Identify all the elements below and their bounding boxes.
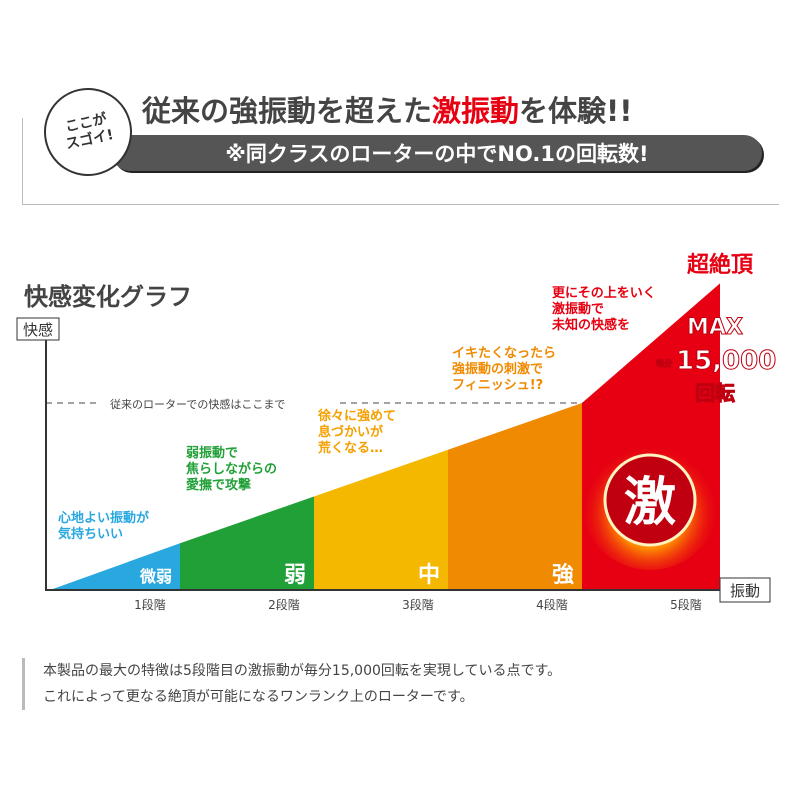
annotation-stage-4: フィニッシュ!? bbox=[452, 378, 543, 393]
x-tick-label: 4段階 bbox=[536, 597, 568, 612]
x-axis-label-box bbox=[719, 577, 771, 603]
annotation-stage-3: 徐々に強めて bbox=[317, 408, 396, 424]
geki-circle bbox=[603, 453, 697, 547]
x-axis-label: 振動 bbox=[730, 582, 760, 600]
chart: 微弱 弱 中 強 従来のローターでの快感はここまで 快感 振動 1段階 2段階 3段階 4段… bbox=[16, 252, 777, 612]
annotation-stage-5: 更にその上をいく bbox=[552, 286, 656, 301]
annotation-stage-4: 強振動の刺激で bbox=[452, 361, 543, 377]
max-unit-prefix: 毎分 bbox=[656, 358, 672, 368]
annotation-stage-5: 激振動で bbox=[552, 301, 604, 317]
segment-label-4: 強 bbox=[552, 562, 574, 588]
y-axis-label: 快感 bbox=[23, 321, 53, 339]
max-label: MAX bbox=[687, 315, 743, 340]
x-tick-label: 3段階 bbox=[402, 597, 434, 612]
headline: 従来の強振動を超えた激振動を体験!! bbox=[142, 88, 632, 130]
annotation-stage-4: イキたくなったら bbox=[452, 346, 556, 361]
segment-label-1: 微弱 bbox=[139, 567, 172, 586]
annotation-stage-2: 愛撫で攻撃 bbox=[186, 477, 251, 493]
threshold-label: 従来のローターでの快感はここまで bbox=[110, 398, 285, 411]
x-tick-label: 2段階 bbox=[268, 597, 300, 612]
annotation-stage-2: 焦らしながらの bbox=[185, 461, 277, 477]
x-tick-label: 1段階 bbox=[134, 597, 166, 612]
description-line: これによって更なる絶頂が可能になるワンランク上のローターです。 bbox=[43, 689, 474, 705]
description-line: 本製品の最大の特徴は5段階目の激振動が毎分15,000回転を実現している点です。 bbox=[43, 663, 562, 679]
annotation-stage-5: 未知の快感を bbox=[551, 317, 630, 333]
x-tick-label: 5段階 bbox=[670, 597, 702, 612]
y-axis-label-box bbox=[16, 317, 60, 341]
segment-label-2: 弱 bbox=[284, 563, 306, 588]
headline-pre: 従来の強振動を超えた bbox=[142, 94, 433, 128]
max-value: 15,000 bbox=[676, 346, 776, 376]
annotation-stage-2: 弱振動で bbox=[186, 445, 238, 461]
subline-pill: ※同クラスのローターの中でNO.1の回転数! bbox=[112, 135, 762, 171]
annotation-stage-3: 荒くなる… bbox=[317, 440, 383, 456]
chart-title: 快感変化グラフ bbox=[24, 283, 192, 311]
headline-emphasis: 激振動 bbox=[432, 94, 520, 128]
max-unit: 回転 bbox=[695, 381, 735, 405]
peak-label: 超絶頂 bbox=[687, 252, 754, 278]
segment-label-5: 激 bbox=[624, 473, 676, 533]
annotation-stage-1: 気持ちいい bbox=[58, 526, 123, 542]
annotation-stage-1: 心地よい振動が bbox=[58, 510, 149, 526]
segment-label-3: 中 bbox=[418, 563, 440, 588]
header-frame bbox=[22, 118, 779, 205]
description: 本製品の最大の特徴は5段階目の激振動が毎分15,000回転を実現している点です。… bbox=[22, 658, 561, 710]
segment-stage-1 bbox=[50, 543, 180, 590]
segment-stage-4 bbox=[448, 403, 582, 590]
segment-stage-2 bbox=[180, 496, 314, 590]
annotation-stage-3: 息づかいが bbox=[318, 424, 383, 440]
segment-stage-3 bbox=[314, 449, 448, 590]
headline-post: を体験!! bbox=[519, 94, 633, 128]
